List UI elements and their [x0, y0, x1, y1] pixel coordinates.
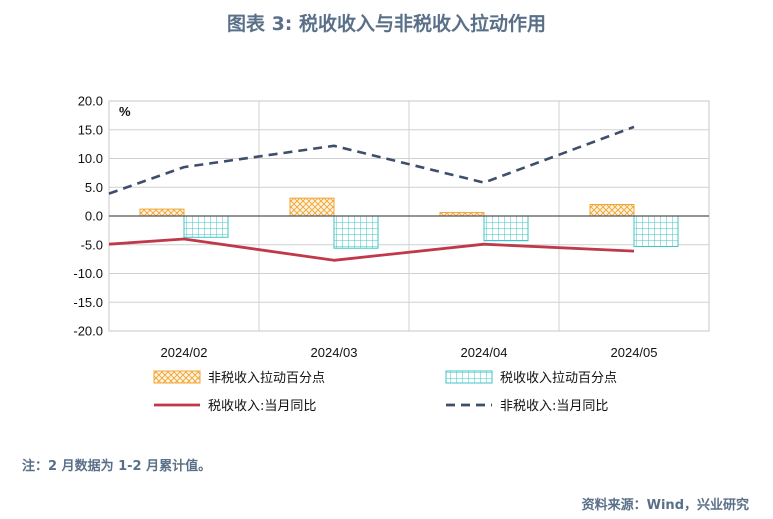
x-tick-label: 2024/03 [311, 345, 358, 360]
bar [633, 215, 679, 247]
y-tick-label: 5.0 [85, 180, 103, 195]
legend-swatch [445, 370, 493, 384]
legend-item: 非税收入:当月同比 [446, 399, 608, 414]
legend-item: 税收收入:当月同比 [154, 399, 316, 414]
chart-title: 图表 3: 税收收入与非税收入拉动作用 [226, 13, 547, 35]
y-tick-label: -10.0 [73, 266, 103, 281]
footnote: 注：2 月数据为 1-2 月累计值。 [22, 459, 212, 474]
bar [289, 197, 335, 217]
y-tick-label: 0.0 [85, 209, 103, 224]
unit-label: % [119, 104, 131, 119]
legend-item: 税收收入拉动百分点 [445, 370, 617, 386]
legend-item: 非税收入拉动百分点 [153, 370, 325, 386]
legend-label: 非税收入拉动百分点 [208, 371, 325, 386]
y-tick-label: -5.0 [81, 237, 103, 252]
bar [183, 215, 229, 238]
bar [333, 215, 379, 249]
y-tick-label: -15.0 [73, 295, 103, 310]
legend-label: 税收收入:当月同比 [208, 399, 316, 414]
bar [483, 215, 529, 242]
legend-label: 非税收入:当月同比 [500, 399, 608, 414]
y-tick-label: 10.0 [78, 151, 103, 166]
legend-swatch [153, 370, 201, 384]
y-tick-label: 15.0 [78, 122, 103, 137]
x-tick-label: 2024/05 [611, 345, 658, 360]
line-nontax-yoy [108, 125, 635, 195]
y-tick-label: 20.0 [78, 94, 103, 109]
bar [589, 204, 635, 217]
bar [139, 208, 185, 217]
y-tick-label: -20.0 [73, 324, 103, 339]
source-note: 资料来源：Wind，兴业研究 [581, 498, 749, 513]
line-tax-yoy [108, 237, 635, 262]
legend-label: 税收收入拉动百分点 [500, 371, 617, 386]
x-tick-label: 2024/04 [461, 345, 508, 360]
x-tick-label: 2024/02 [161, 345, 208, 360]
